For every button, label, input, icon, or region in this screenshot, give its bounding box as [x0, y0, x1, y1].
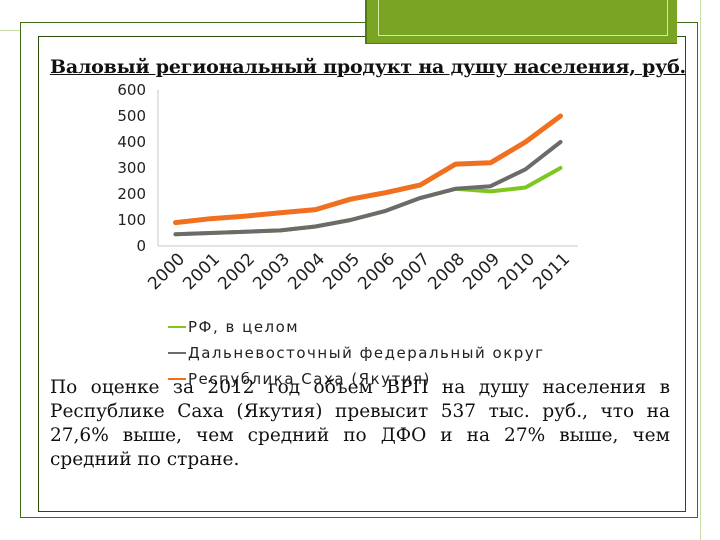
x-tick-label: 2001	[179, 249, 224, 294]
x-tick-label: 2005	[319, 249, 364, 294]
x-axis-ticks: 2000200120022003200420052006200720082009…	[144, 249, 574, 294]
legend-swatch	[168, 378, 186, 380]
y-tick-label: 600	[117, 81, 146, 99]
y-tick-label: 200	[117, 185, 146, 203]
decorative-line	[0, 30, 20, 31]
legend-swatch	[168, 352, 186, 354]
legend-label: РФ, в целом	[188, 318, 300, 336]
x-tick-label: 2009	[459, 249, 504, 294]
y-tick-label: 500	[117, 107, 146, 125]
accent-bar	[365, 0, 677, 44]
x-tick-label: 2004	[284, 249, 329, 294]
x-tick-label: 2010	[494, 249, 539, 294]
slide-frame-inner	[38, 36, 686, 512]
legend-label: Республика Саха (Якутия)	[188, 370, 431, 388]
series-line	[173, 166, 563, 237]
y-tick-label: 100	[117, 211, 146, 229]
x-tick-label: 2008	[424, 249, 469, 294]
x-tick-label: 2011	[529, 249, 574, 294]
legend-label: Дальневосточный федеральный округ	[188, 344, 545, 362]
legend-item-yakutia: Республика Саха (Якутия)	[168, 366, 545, 392]
x-tick-label: 2006	[354, 249, 399, 294]
x-tick-label: 2003	[249, 249, 294, 294]
series-line	[173, 113, 563, 226]
y-tick-label: 300	[117, 159, 146, 177]
legend-swatch	[168, 326, 186, 328]
chart-axes	[157, 90, 578, 247]
x-tick-label: 2002	[214, 249, 259, 294]
series-line	[173, 140, 563, 237]
y-tick-label: 400	[117, 133, 146, 151]
slide-title: Валовый региональный продукт на душу нас…	[50, 56, 686, 78]
chart-legend: РФ, в целом Дальневосточный федеральный …	[168, 314, 545, 392]
x-tick-label: 2000	[144, 249, 189, 294]
chart-series	[173, 113, 563, 237]
legend-item-dfo: Дальневосточный федеральный округ	[168, 340, 545, 366]
y-tick-label: 0	[136, 237, 146, 255]
decorative-line	[700, 0, 701, 540]
x-tick-label: 2007	[389, 249, 434, 294]
accent-bar-outline	[378, 0, 668, 36]
slide-frame-outer	[20, 22, 698, 518]
y-axis-ticks: 0 100 200 300 400 500 600	[117, 81, 146, 255]
legend-item-rf: РФ, в целом	[168, 314, 545, 340]
summary-paragraph: По оценке за 2012 год объем ВРП на душу …	[50, 377, 670, 470]
